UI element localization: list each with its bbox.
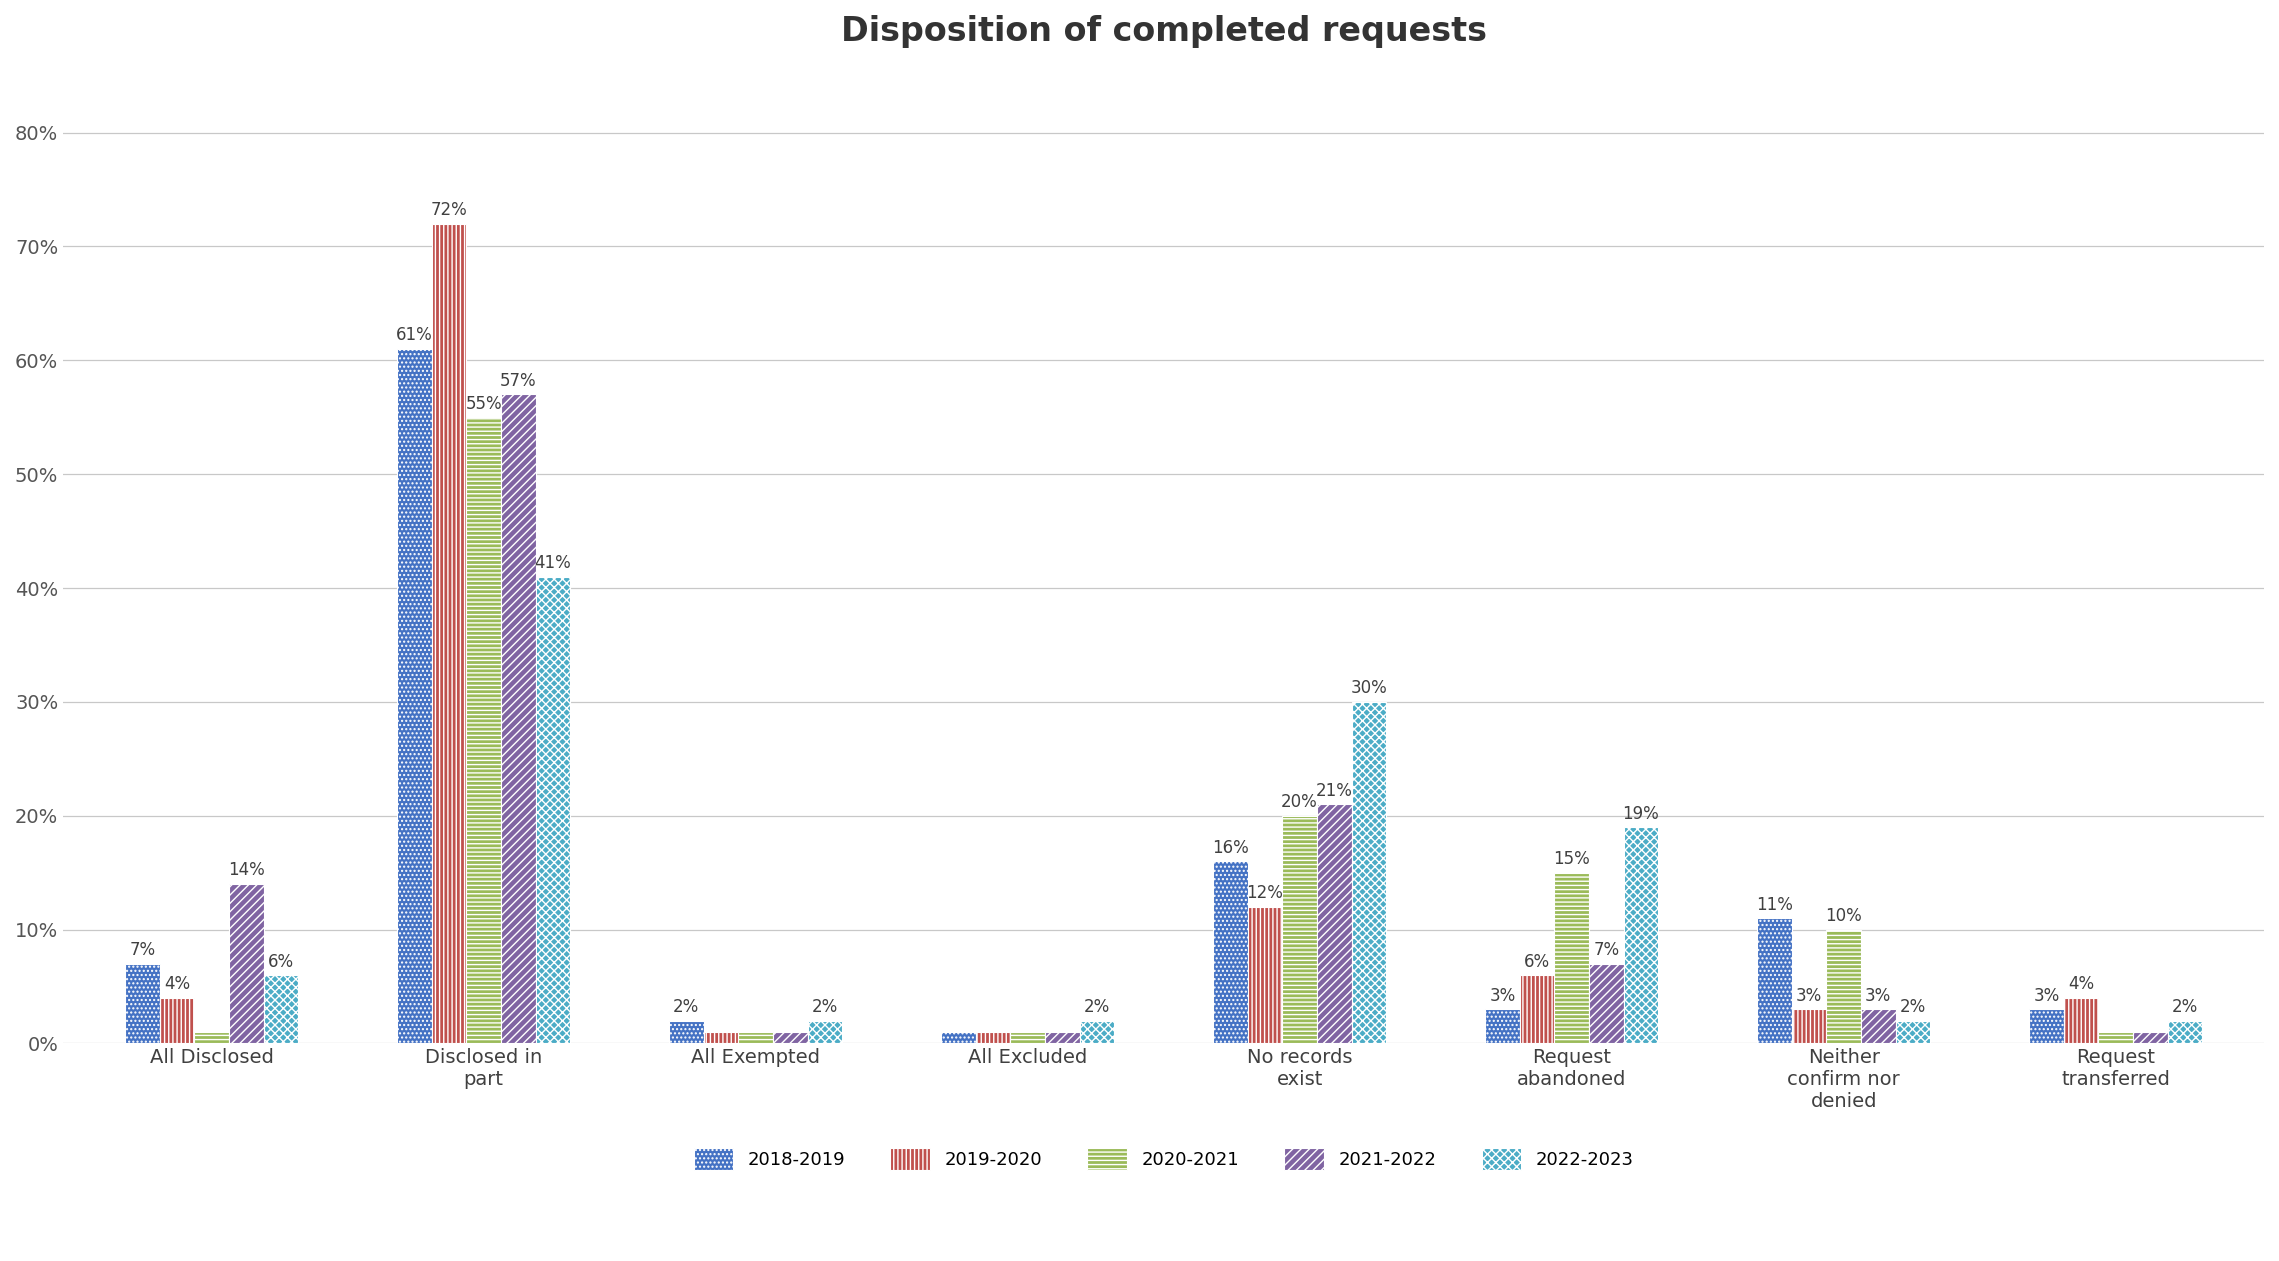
Text: 20%: 20% xyxy=(1281,793,1317,811)
Bar xyxy=(2028,1009,2065,1043)
Bar xyxy=(1896,1020,1930,1043)
Bar xyxy=(264,975,299,1043)
Bar xyxy=(397,349,431,1043)
Text: 14%: 14% xyxy=(228,861,264,879)
Text: 72%: 72% xyxy=(431,202,467,219)
Text: 15%: 15% xyxy=(1554,850,1591,868)
Bar xyxy=(1554,873,1588,1043)
Text: 3%: 3% xyxy=(2033,986,2060,1005)
Text: 61%: 61% xyxy=(397,327,433,344)
Text: 12%: 12% xyxy=(1247,884,1283,903)
Bar xyxy=(2167,1020,2202,1043)
Bar xyxy=(1010,1031,1046,1043)
Bar xyxy=(1825,929,1862,1043)
Bar xyxy=(1862,1009,1896,1043)
Text: 7%: 7% xyxy=(130,941,155,960)
Text: 3%: 3% xyxy=(1488,986,1516,1005)
Bar xyxy=(160,997,194,1043)
Bar xyxy=(125,963,160,1043)
Text: 10%: 10% xyxy=(1825,907,1862,926)
Text: 55%: 55% xyxy=(465,395,501,412)
Text: 2%: 2% xyxy=(1901,999,1926,1016)
Text: 6%: 6% xyxy=(1525,952,1550,971)
Text: 11%: 11% xyxy=(1755,895,1794,914)
Text: 2%: 2% xyxy=(811,999,839,1016)
Bar xyxy=(1283,816,1317,1043)
Text: 19%: 19% xyxy=(1623,805,1659,822)
Text: 6%: 6% xyxy=(267,952,294,971)
Bar xyxy=(1757,918,1791,1043)
Legend: 2018-2019, 2019-2020, 2020-2021, 2021-2022, 2022-2023: 2018-2019, 2019-2020, 2020-2021, 2021-20… xyxy=(693,1148,1634,1170)
Bar xyxy=(704,1031,738,1043)
Text: 30%: 30% xyxy=(1351,680,1388,697)
Text: 7%: 7% xyxy=(1593,941,1620,960)
Text: 16%: 16% xyxy=(1212,839,1249,856)
Bar xyxy=(1080,1020,1114,1043)
Bar xyxy=(1247,907,1283,1043)
Title: Disposition of completed requests: Disposition of completed requests xyxy=(841,15,1486,48)
Bar xyxy=(2065,997,2099,1043)
Text: 2%: 2% xyxy=(2172,999,2197,1016)
Text: 4%: 4% xyxy=(164,975,189,994)
Text: 41%: 41% xyxy=(536,554,572,572)
Bar xyxy=(670,1020,704,1043)
Bar xyxy=(1486,1009,1520,1043)
Bar xyxy=(738,1031,773,1043)
Text: 21%: 21% xyxy=(1315,782,1354,799)
Bar xyxy=(807,1020,843,1043)
Bar xyxy=(1791,1009,1825,1043)
Bar xyxy=(1351,702,1386,1043)
Bar xyxy=(1588,963,1623,1043)
Bar xyxy=(431,223,467,1043)
Text: 4%: 4% xyxy=(2067,975,2094,994)
Bar xyxy=(1623,827,1659,1043)
Bar xyxy=(1212,861,1247,1043)
Bar xyxy=(228,884,264,1043)
Bar xyxy=(536,576,570,1043)
Text: 2%: 2% xyxy=(1085,999,1110,1016)
Bar xyxy=(1520,975,1554,1043)
Bar xyxy=(2133,1031,2167,1043)
Text: 2%: 2% xyxy=(672,999,700,1016)
Bar xyxy=(467,417,501,1043)
Bar xyxy=(975,1031,1010,1043)
Bar xyxy=(501,395,536,1043)
Text: 57%: 57% xyxy=(499,372,536,390)
Bar xyxy=(773,1031,807,1043)
Bar xyxy=(941,1031,975,1043)
Text: 3%: 3% xyxy=(1796,986,1823,1005)
Bar xyxy=(1046,1031,1080,1043)
Bar xyxy=(1317,805,1351,1043)
Bar xyxy=(2099,1031,2133,1043)
Text: 3%: 3% xyxy=(1864,986,1892,1005)
Bar xyxy=(194,1031,228,1043)
